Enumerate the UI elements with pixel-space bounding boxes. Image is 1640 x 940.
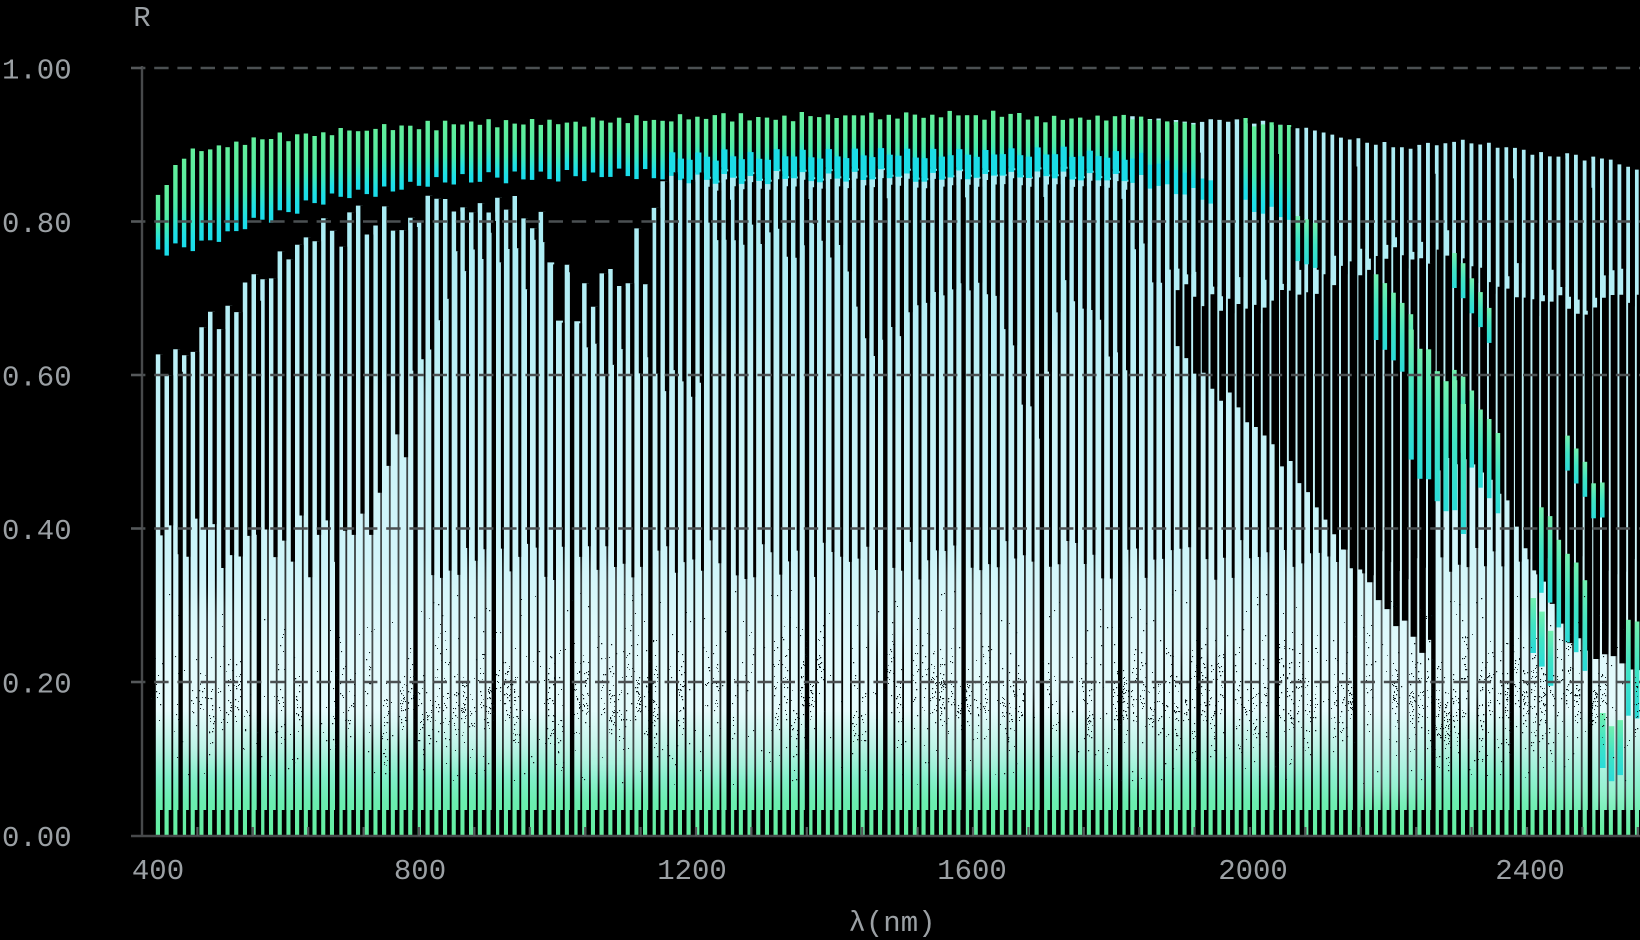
svg-text:1600: 1600	[937, 855, 1007, 888]
svg-text:400: 400	[132, 855, 184, 888]
svg-text:2000: 2000	[1218, 855, 1288, 888]
svg-text:0.60: 0.60	[2, 362, 72, 395]
svg-text:R: R	[133, 2, 150, 35]
svg-text:2400: 2400	[1495, 855, 1565, 888]
svg-text:1200: 1200	[657, 855, 727, 888]
svg-text:0.00: 0.00	[2, 822, 72, 855]
svg-text:0.40: 0.40	[2, 515, 72, 548]
svg-text:1.00: 1.00	[2, 55, 72, 88]
svg-text:800: 800	[394, 855, 446, 888]
svg-text:0.80: 0.80	[2, 208, 72, 241]
svg-text:λ(nm): λ(nm)	[848, 907, 935, 940]
svg-text:0.20: 0.20	[2, 669, 72, 702]
